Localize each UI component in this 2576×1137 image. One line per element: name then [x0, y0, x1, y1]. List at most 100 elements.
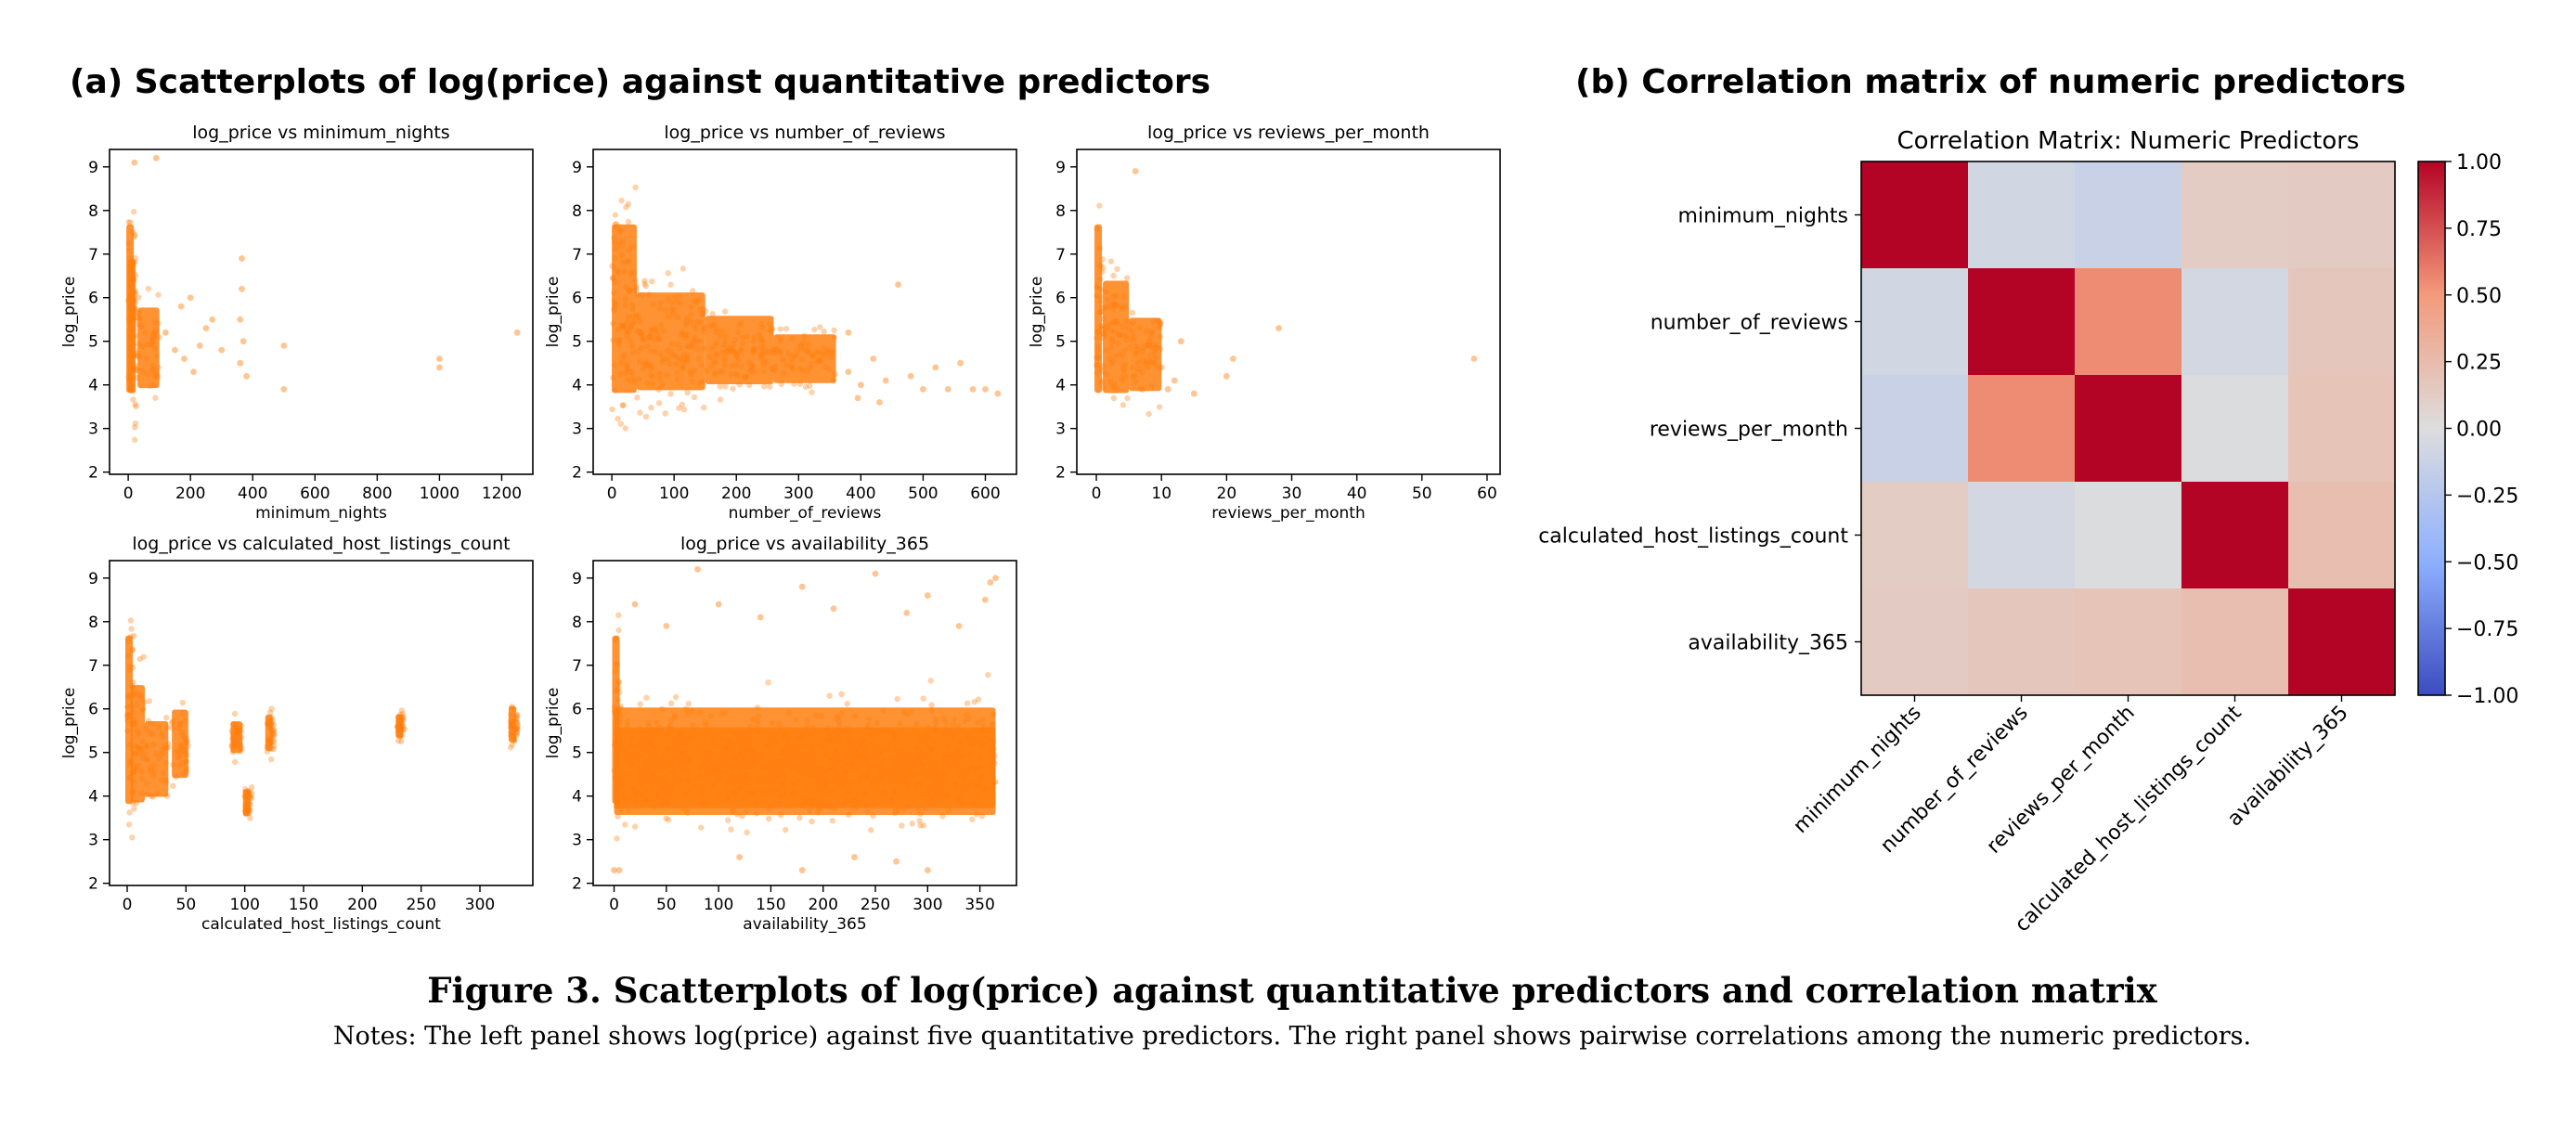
data-point [684, 735, 692, 743]
data-point [624, 367, 630, 374]
data-point [862, 772, 869, 780]
data-point [513, 719, 520, 726]
data-point [717, 368, 724, 375]
data-point [139, 706, 146, 714]
data-point [882, 377, 889, 384]
data-point [1146, 335, 1153, 342]
data-point [832, 370, 838, 378]
point-band [127, 258, 136, 394]
data-point [658, 705, 666, 713]
data-point [746, 790, 754, 796]
data-point [732, 371, 740, 378]
data-point [1100, 368, 1107, 375]
y-tick-label: 2 [572, 464, 582, 483]
data-point [940, 753, 947, 760]
data-point [652, 325, 659, 332]
data-point [1143, 360, 1149, 368]
data-point [900, 747, 907, 755]
x-tick-label: 100 [229, 896, 259, 914]
data-point [178, 742, 185, 749]
data-point [622, 746, 628, 754]
data-point [613, 737, 619, 743]
data-point [513, 728, 520, 735]
data-point [656, 370, 663, 377]
data-point [153, 327, 160, 333]
data-point [182, 746, 189, 753]
heatmap-cell [1968, 162, 2076, 269]
data-point [823, 737, 831, 743]
data-point [665, 817, 672, 823]
data-point [184, 769, 190, 775]
data-point [844, 751, 850, 757]
data-point [509, 742, 515, 748]
data-point [757, 335, 764, 342]
data-point [1120, 353, 1127, 359]
data-point [136, 691, 142, 698]
data-point [977, 774, 984, 781]
heatmap-cell [2288, 268, 2396, 376]
data-point [162, 329, 169, 336]
data-point [644, 342, 651, 350]
data-point [647, 366, 654, 372]
data-point [861, 745, 868, 752]
data-point [644, 727, 652, 734]
data-point [610, 374, 616, 381]
y-tick-label: 3 [88, 420, 98, 439]
data-point [507, 717, 514, 724]
x-tick-label: 800 [362, 485, 392, 503]
data-point [734, 757, 741, 764]
data-point [802, 761, 809, 768]
data-point [621, 268, 628, 275]
data-point [1094, 335, 1100, 342]
data-point [1105, 321, 1112, 329]
data-point [697, 338, 704, 344]
data-point [689, 343, 695, 350]
data-point [917, 810, 924, 818]
data-point [715, 601, 722, 608]
data-point [840, 729, 847, 735]
data-point [641, 278, 648, 284]
data-point [237, 733, 243, 740]
data-point [1130, 374, 1137, 381]
data-point [244, 804, 252, 811]
data-point [663, 815, 669, 822]
data-point [780, 789, 787, 795]
data-point [944, 791, 951, 798]
data-point [132, 401, 138, 407]
data-point [648, 326, 654, 332]
data-point [699, 784, 706, 792]
data-point [737, 783, 744, 791]
data-point [979, 741, 987, 748]
point-band [1129, 317, 1162, 392]
data-point [508, 730, 514, 736]
y-tick-label: 9 [572, 570, 582, 588]
data-point [155, 291, 162, 298]
data-point [674, 355, 680, 361]
point-band [612, 224, 637, 394]
data-point [129, 790, 136, 796]
data-point [672, 360, 680, 368]
data-point [661, 785, 667, 792]
data-point [840, 775, 848, 782]
data-point [183, 739, 189, 746]
data-point [145, 285, 151, 292]
data-point [128, 282, 135, 290]
data-point [756, 331, 763, 339]
y-tick-label: 5 [572, 333, 582, 352]
data-point [690, 337, 697, 343]
data-point [1094, 225, 1100, 232]
heatmap-row-label: minimum_nights [1678, 205, 1848, 228]
data-point [918, 769, 926, 776]
data-point [767, 327, 773, 333]
data-point [184, 752, 190, 758]
data-point [980, 722, 987, 730]
data-point [131, 327, 137, 333]
x-axis-label: reviews_per_month [1211, 504, 1366, 523]
data-point [764, 743, 770, 750]
data-point [989, 770, 995, 778]
data-point [643, 361, 650, 368]
data-point [791, 763, 797, 770]
data-point [824, 346, 831, 354]
data-point [612, 255, 618, 262]
data-point [760, 361, 767, 368]
